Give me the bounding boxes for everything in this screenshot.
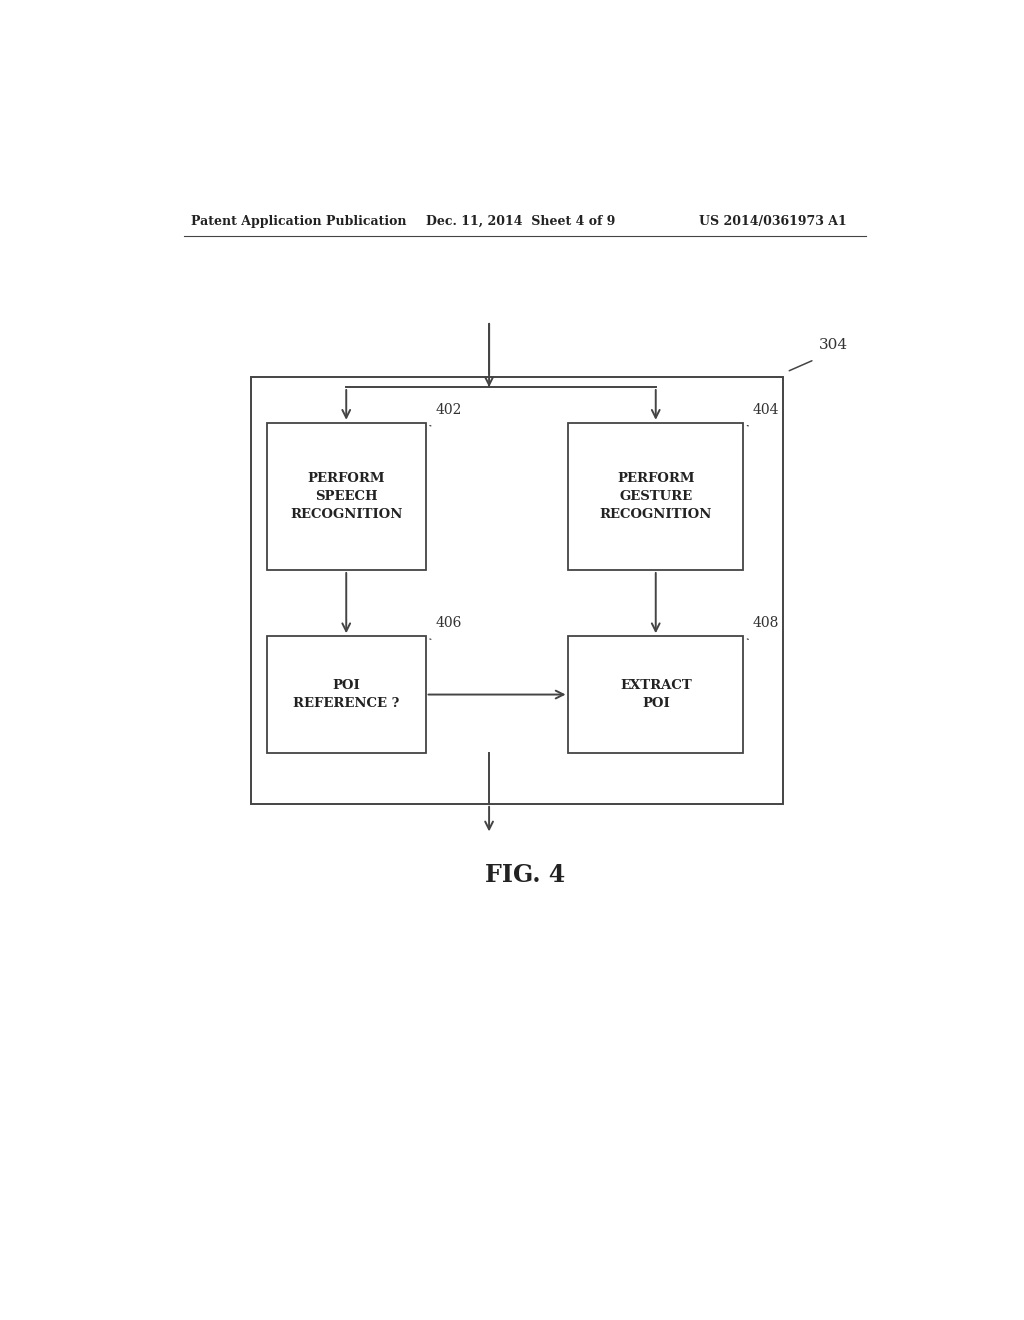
Text: Dec. 11, 2014  Sheet 4 of 9: Dec. 11, 2014 Sheet 4 of 9 — [426, 215, 615, 228]
Text: Patent Application Publication: Patent Application Publication — [191, 215, 407, 228]
Text: 404: 404 — [753, 403, 779, 417]
Bar — [267, 422, 426, 570]
Bar — [251, 378, 782, 804]
Text: FIG. 4: FIG. 4 — [484, 863, 565, 887]
Bar — [568, 422, 743, 570]
Text: 402: 402 — [435, 403, 462, 417]
Text: POI
REFERENCE ?: POI REFERENCE ? — [293, 678, 399, 710]
Text: US 2014/0361973 A1: US 2014/0361973 A1 — [699, 215, 847, 228]
Text: PERFORM
GESTURE
RECOGNITION: PERFORM GESTURE RECOGNITION — [600, 471, 712, 521]
Bar — [267, 636, 426, 752]
Text: 406: 406 — [435, 616, 462, 630]
Text: 408: 408 — [753, 616, 779, 630]
Bar — [568, 636, 743, 752]
Text: 304: 304 — [818, 338, 848, 351]
Text: EXTRACT
POI: EXTRACT POI — [620, 678, 691, 710]
Text: PERFORM
SPEECH
RECOGNITION: PERFORM SPEECH RECOGNITION — [290, 471, 402, 521]
